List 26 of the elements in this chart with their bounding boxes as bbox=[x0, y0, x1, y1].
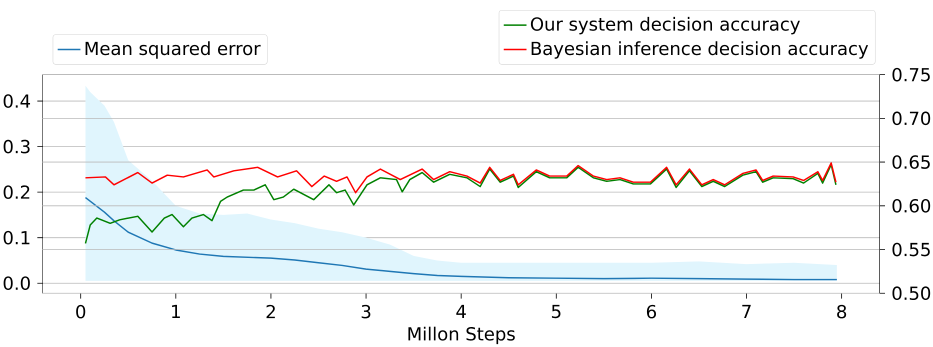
x-tick-label: 4 bbox=[456, 305, 466, 318]
y-tick-label: 0.1 bbox=[4, 231, 30, 245]
legend-label: Mean squared error bbox=[86, 42, 261, 59]
y-tick-label: 0.4 bbox=[4, 94, 30, 108]
y2-tick-label: 0.75 bbox=[892, 68, 930, 82]
y-tick-label: 0.0 bbox=[4, 276, 30, 290]
x-tick-label: 1 bbox=[172, 305, 180, 318]
x-tick-label: 0 bbox=[76, 305, 86, 319]
y2-tick-label: 0.55 bbox=[892, 242, 930, 257]
y-tick-label: 0.2 bbox=[4, 186, 30, 200]
y2-tick-label: 0.65 bbox=[892, 155, 930, 170]
x-tick-label: 2 bbox=[266, 305, 275, 318]
line-series bbox=[84, 164, 837, 244]
y2-tick-label: 0.50 bbox=[892, 286, 930, 300]
x-tick-label: 7 bbox=[742, 305, 751, 318]
x-tick-label: 6 bbox=[646, 305, 656, 319]
y2-tick-label: 0.60 bbox=[892, 199, 930, 213]
x-tick-label: 5 bbox=[552, 305, 560, 318]
legend-label: Bayesian inference decision accuracy bbox=[532, 42, 868, 59]
x-axis-title: Millon Steps bbox=[408, 326, 515, 344]
y2-tick-label: 0.70 bbox=[892, 112, 930, 126]
x-tick-label: 8 bbox=[837, 305, 846, 319]
y-tick-label: 0.3 bbox=[4, 140, 30, 154]
x-tick-label: 3 bbox=[362, 305, 370, 319]
line-series bbox=[84, 162, 837, 194]
legend-label: Our system decision accuracy bbox=[530, 17, 800, 35]
